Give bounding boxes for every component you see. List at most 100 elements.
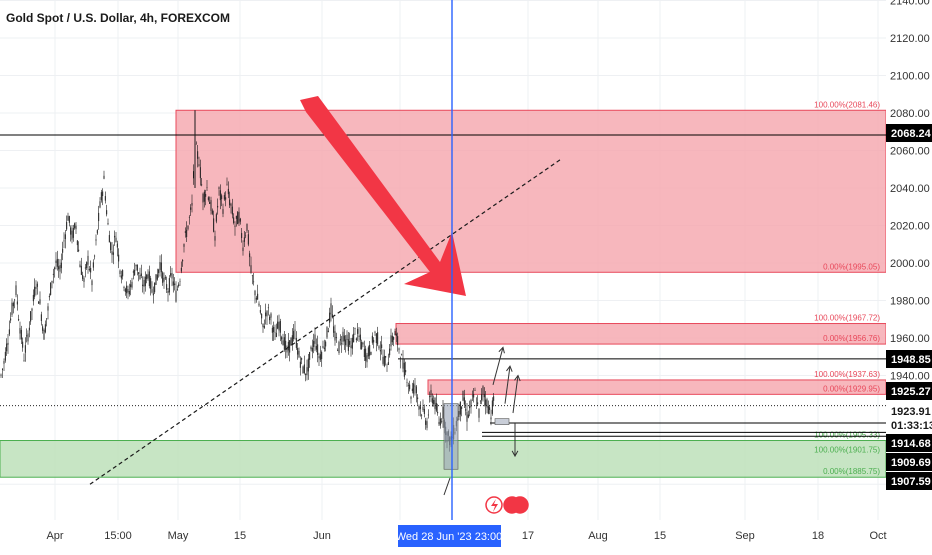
candle-body — [172, 281, 174, 286]
x-tick-label: Aug — [588, 530, 608, 542]
candle-body — [155, 274, 157, 285]
candle-body — [410, 396, 412, 399]
candle-body — [100, 192, 102, 201]
zone-mid-label: 100.00%(1901.75) — [814, 446, 880, 455]
candle-body — [419, 406, 421, 409]
candle-body — [266, 310, 268, 317]
candle-body — [187, 225, 189, 230]
candle-body — [259, 310, 261, 313]
candle-body — [95, 239, 97, 241]
candle-body — [335, 337, 337, 339]
candle-body — [238, 211, 240, 224]
candle-body — [373, 339, 375, 343]
candle-body — [467, 414, 469, 418]
candle-body — [302, 366, 304, 374]
candle-body — [426, 421, 428, 428]
candle-body — [130, 284, 132, 288]
price-labels: 2068.24 1948.85 1925.27 1923.91 01:33:13 1914… — [886, 124, 932, 490]
candle-body — [147, 274, 149, 279]
us-flag-event-icon[interactable] — [511, 496, 529, 514]
candle-body — [63, 240, 65, 242]
candle-body — [104, 196, 106, 201]
candle-body — [287, 341, 289, 351]
x-tick-label: Jun — [313, 530, 331, 542]
candle-body — [108, 235, 110, 243]
candle-body — [318, 356, 320, 359]
candle-body — [437, 411, 439, 414]
x-tick-label: Apr — [46, 530, 63, 542]
zone-bottom-label: 0.00%(1929.95) — [823, 384, 880, 393]
candle-body — [486, 399, 488, 408]
candle-body — [226, 183, 228, 185]
candle-body — [441, 421, 443, 422]
candle-body — [46, 318, 48, 320]
candle-body — [136, 264, 138, 271]
candle-body — [431, 398, 433, 404]
candle-body — [290, 337, 292, 346]
candle-body — [242, 247, 244, 252]
candle-body — [277, 321, 279, 329]
candle-body — [413, 383, 415, 394]
y-tick-label: 2040.00 — [890, 183, 930, 195]
candle-body — [403, 362, 405, 377]
candle-body — [473, 394, 475, 398]
candle-body — [215, 214, 217, 222]
candle-body — [295, 338, 297, 348]
candle-body — [160, 262, 162, 273]
candle-body — [247, 234, 249, 245]
candle-body — [15, 285, 17, 296]
event-icons[interactable] — [485, 496, 529, 514]
candle-body — [310, 346, 312, 350]
candle-body — [16, 301, 18, 305]
candle-body — [60, 262, 62, 269]
candle-body — [417, 397, 419, 400]
candle-body — [132, 271, 134, 273]
projection-arrows — [443, 346, 521, 496]
candle-body — [383, 355, 385, 367]
candle-body — [334, 331, 336, 341]
candle-body — [67, 215, 69, 221]
candle-body — [297, 348, 299, 355]
candle-body — [239, 218, 241, 222]
candle-body — [386, 370, 388, 372]
price-label: 2068.24 — [891, 128, 932, 140]
candle-body — [261, 313, 263, 319]
candle-body — [351, 337, 353, 349]
candle-body — [82, 274, 84, 279]
candle-body — [30, 311, 32, 322]
candle-body — [186, 229, 188, 238]
candle-body — [70, 227, 72, 235]
candle-body — [146, 274, 148, 280]
candle-body — [371, 335, 373, 343]
candle-body — [48, 295, 50, 298]
candle-body — [11, 302, 13, 315]
candle-body — [317, 344, 319, 356]
candle-body — [222, 209, 224, 214]
candle-body — [156, 274, 158, 280]
price-label: 1909.69 — [891, 457, 931, 469]
candle-body — [98, 212, 100, 222]
candle-body — [126, 285, 128, 294]
candle-body — [481, 394, 483, 401]
candle-body — [168, 278, 170, 293]
candle-body — [107, 223, 109, 225]
candle-body — [379, 350, 381, 352]
candle-body — [54, 267, 56, 270]
zone-bottom-label: 0.00%(1885.75) — [823, 467, 880, 476]
candle-body — [22, 341, 24, 348]
candle-body — [10, 318, 12, 321]
candle-body — [39, 299, 41, 304]
candle-body — [427, 414, 429, 416]
candle-body — [442, 406, 444, 419]
candle-body — [355, 338, 357, 341]
price-label: 1907.59 — [891, 476, 931, 488]
candle-body — [327, 330, 329, 332]
projection-arrow — [512, 375, 519, 414]
price-label-bg — [886, 402, 932, 420]
candle-body — [6, 343, 8, 352]
candle-body — [75, 225, 77, 230]
x-tick-label: 18 — [812, 530, 824, 542]
candle-body — [469, 406, 471, 409]
